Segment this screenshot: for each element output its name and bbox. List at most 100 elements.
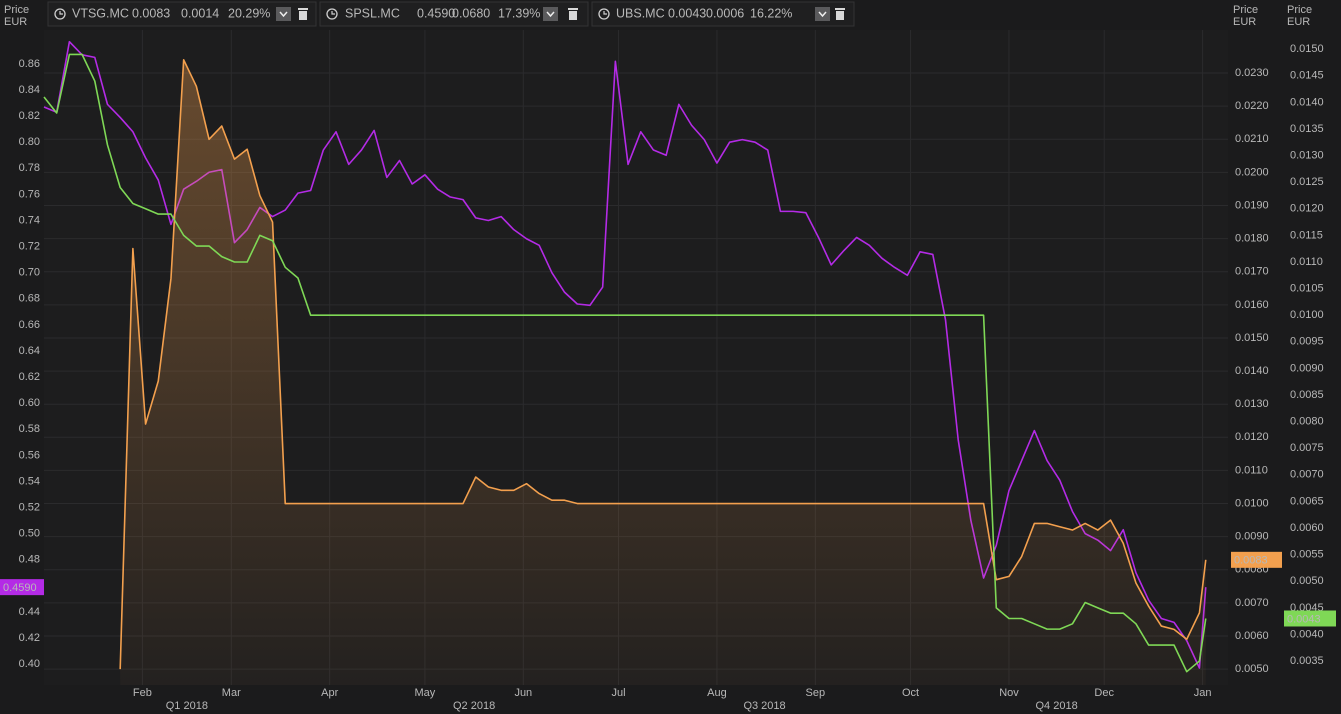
series-line (119, 59, 1207, 670)
y-tick-label: 0.40 (19, 658, 40, 670)
x-tick-label: Sep (806, 687, 826, 699)
clock-hands (603, 11, 607, 15)
x-tick-label: Aug (707, 687, 727, 699)
y3-tick-label: 0.0110 (1290, 256, 1323, 268)
legend-change: 0.0680 (452, 6, 490, 20)
legend-item: UBS.MC 0.0043 0.0006 16.22% (591, 1, 855, 27)
y2-tick-label: 0.0050 (1235, 663, 1269, 675)
dropdown-chevron (546, 11, 555, 18)
y3-tick-label: 0.0150 (1290, 43, 1324, 55)
y3-tick-label: 0.0065 (1290, 495, 1324, 507)
y-tick-label: 0.54 (19, 475, 40, 487)
trash-button[interactable] (568, 8, 578, 20)
y-tick-label: 0.50 (19, 528, 40, 540)
clock-icon (598, 8, 610, 20)
y2-tick-label: 0.0090 (1235, 531, 1269, 543)
y-tick-label: 0.86 (19, 58, 40, 70)
last-value-badge (0, 579, 44, 596)
dropdown-button[interactable] (543, 7, 558, 21)
trash-lid (298, 8, 308, 10)
trash-body (836, 11, 844, 20)
y2-tick-label: 0.0220 (1235, 100, 1269, 112)
y2-tick-label: 0.0170 (1235, 266, 1269, 278)
axis-unit: EUR (1287, 16, 1310, 28)
clock-icon (326, 8, 338, 20)
trash-button[interactable] (298, 8, 308, 20)
x-tick-label: Apr (321, 687, 338, 699)
y-tick-label: 0.78 (19, 162, 40, 174)
y3-tick-label: 0.0055 (1290, 549, 1324, 561)
y2-tick-label: 0.0150 (1235, 332, 1269, 344)
y2-tick-label: 0.0200 (1235, 166, 1269, 178)
axis-title: Price (1287, 4, 1312, 16)
y3-tick-label: 0.0105 (1290, 283, 1324, 295)
trash-lid (568, 8, 578, 10)
y3-tick-label: 0.0145 (1290, 70, 1324, 82)
legend: VTSG.MC 0.0083 0.0014 20.29% SPSL.MC 0.45900.… (47, 1, 855, 27)
y3-tick-label: 0.0070 (1290, 469, 1324, 481)
y-tick-label: 0.66 (19, 319, 40, 331)
y-tick-label: 0.60 (19, 397, 40, 409)
x-tick-label: Nov (999, 687, 1019, 699)
legend-last: 0.0083 (132, 6, 170, 20)
dropdown-chevron (818, 11, 827, 18)
y2-tick-label: 0.0160 (1235, 299, 1269, 311)
y3-tick-label: 0.0095 (1290, 336, 1324, 348)
legend-name: VTSG.MC (72, 6, 129, 20)
y3-tick-label: 0.0130 (1290, 149, 1324, 161)
y-tick-label: 0.48 (19, 554, 40, 566)
y3-tick-label: 0.0060 (1290, 522, 1324, 534)
y2-tick-label: 0.0110 (1235, 464, 1268, 476)
trash-body (569, 11, 577, 20)
y-tick-label: 0.72 (19, 240, 40, 252)
x-tick-label: Feb (133, 687, 152, 699)
axis-unit: EUR (1233, 16, 1256, 28)
axis-unit: EUR (4, 16, 27, 28)
y3-tick-label: 0.0140 (1290, 96, 1324, 108)
legend-change: 0.0006 (706, 6, 744, 20)
x-tick-label: Jul (612, 687, 626, 699)
trash-lid (835, 8, 845, 10)
axis-title: Price (1233, 4, 1258, 16)
y-tick-label: 0.62 (19, 371, 40, 383)
y3-tick-label: 0.0120 (1290, 203, 1324, 215)
y3-tick-label: 0.0040 (1290, 628, 1324, 640)
clock-icon (54, 8, 66, 20)
quarter-label: Q2 2018 (453, 700, 495, 712)
legend-name: UBS.MC (616, 6, 665, 20)
legend-box (591, 1, 855, 27)
y2-tick-label: 0.0230 (1235, 67, 1269, 79)
y-tick-label: 0.64 (19, 345, 40, 357)
y3-tick-label: 0.0050 (1290, 575, 1324, 587)
quarter-label: Q1 2018 (166, 700, 208, 712)
y-tick-label: 0.44 (19, 606, 40, 618)
series-line (43, 53, 1207, 673)
dropdown-chevron (279, 11, 288, 18)
dropdown-button[interactable] (815, 7, 830, 21)
last-value-label: 0.4590 (3, 582, 37, 594)
y-tick-label: 0.68 (19, 293, 40, 305)
dropdown-button[interactable] (276, 7, 291, 21)
legend-name: SPSL.MC (345, 6, 400, 20)
legend-change-pct: 20.29% (228, 6, 270, 20)
legend-last: 0.0043 (668, 6, 706, 20)
x-tick-label: Jan (1194, 687, 1212, 699)
y3-tick-label: 0.0090 (1290, 362, 1324, 374)
axis-title: Price (4, 4, 29, 16)
y-tick-label: 0.58 (19, 423, 40, 435)
last-value-badge (1284, 610, 1336, 627)
legend-item: VTSG.MC 0.0083 0.0014 20.29% (47, 1, 317, 27)
y3-tick-label: 0.0085 (1290, 389, 1324, 401)
legend-change-pct: 16.22% (750, 6, 792, 20)
trash-body (299, 11, 307, 20)
y2-tick-label: 0.0130 (1235, 398, 1269, 410)
legend-box (47, 1, 317, 27)
y3-tick-label: 0.0135 (1290, 123, 1324, 135)
y2-tick-label: 0.0180 (1235, 233, 1269, 245)
y-tick-label: 0.70 (19, 267, 40, 279)
x-tick-label: Dec (1094, 687, 1114, 699)
y-tick-label: 0.42 (19, 632, 40, 644)
trash-button[interactable] (835, 8, 845, 20)
